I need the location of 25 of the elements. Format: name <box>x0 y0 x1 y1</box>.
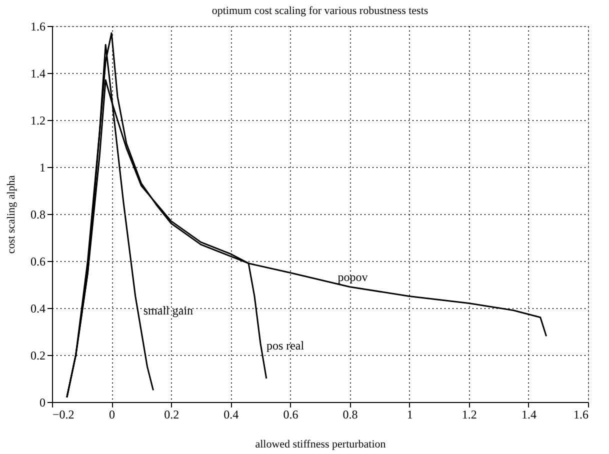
x-tick-label: 1.6 <box>574 408 588 422</box>
y-tick-label: 0 <box>40 396 46 410</box>
series-label: popov <box>338 270 368 284</box>
y-tick-label: 1 <box>40 160 46 174</box>
y-tick-label: 0.8 <box>30 208 46 222</box>
y-tick-label: 0.4 <box>30 302 46 316</box>
y-tick-label: 1.4 <box>30 66 46 80</box>
y-tick-label: 0.6 <box>30 254 46 268</box>
chart-title: optimum cost scaling for various robustness tests <box>212 5 428 17</box>
x-tick-label: 0.8 <box>342 408 358 422</box>
x-tick-label: 0.4 <box>224 408 239 422</box>
x-tick-label: 1.4 <box>521 408 536 422</box>
series-label: small gain <box>143 303 194 318</box>
y-axis-title: cost scaling alpha <box>6 175 18 254</box>
x-tick-label: −0.2 <box>52 408 74 422</box>
y-tick-label: 0.2 <box>30 348 46 362</box>
x-axis-title: allowed stiffness perturbation <box>255 438 386 450</box>
x-tick-label: 0 <box>109 408 116 422</box>
x-tick-label: 0.2 <box>164 408 180 422</box>
x-tick-label: 1.2 <box>462 408 477 422</box>
x-tick-label: 1 <box>406 408 413 422</box>
x-tick-label: 0.6 <box>283 408 298 422</box>
y-tick-label: 1.2 <box>30 114 46 128</box>
y-tick-label: 1.6 <box>30 20 46 34</box>
series-label: pos real <box>266 338 305 352</box>
